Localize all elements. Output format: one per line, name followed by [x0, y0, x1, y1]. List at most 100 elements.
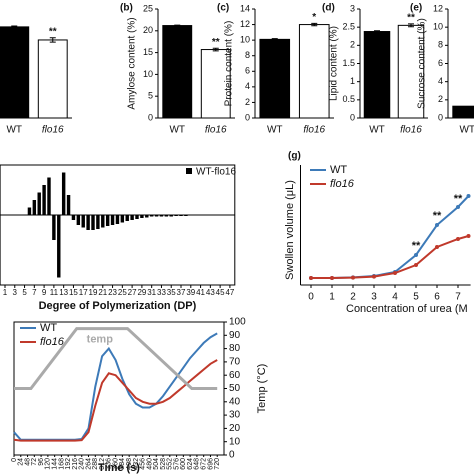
x-tick-label: 27	[128, 288, 137, 297]
x-tick-label: WT	[169, 125, 185, 136]
y-tick-label: 0	[438, 112, 443, 122]
bar	[259, 38, 291, 119]
bar	[61, 172, 66, 215]
x-tick-label: 0	[308, 292, 314, 303]
y-axis-label: Sucrose content (%)	[417, 18, 428, 109]
y-tick-label: 15	[143, 47, 153, 57]
y-tick-label: 25	[143, 3, 153, 13]
significance: **	[412, 240, 421, 252]
x-tick-label: 29	[137, 288, 146, 297]
error-bar	[212, 47, 219, 52]
bar	[96, 215, 100, 229]
x-tick-label: flo16	[303, 125, 325, 136]
x-tick-label: 384	[119, 458, 126, 470]
point	[435, 223, 439, 227]
legend-label: WT-flo16	[196, 167, 236, 178]
bar	[179, 215, 183, 216]
bar	[149, 215, 154, 217]
bar	[193, 215, 198, 216]
bar	[189, 215, 193, 216]
y-axis-label: Swollen volume (μL)	[284, 180, 296, 280]
bar	[169, 215, 173, 217]
y-tick-label: 2	[438, 94, 443, 104]
bar	[81, 215, 85, 228]
legend-swatch	[186, 168, 192, 174]
y-tick-label: 2	[245, 97, 250, 107]
x-tick-label: 144	[51, 458, 58, 470]
x-tick-label: flo16	[42, 125, 64, 136]
y-axis-label: Amylose content (%)	[127, 17, 138, 109]
bar	[101, 215, 105, 228]
y2-tick-label: 30	[229, 410, 241, 421]
x-tick-label: 2	[350, 292, 356, 303]
bar	[110, 215, 115, 225]
y2-tick-label: 0	[229, 450, 235, 461]
x-tick-label: 24	[18, 458, 25, 466]
x-axis-label: Concentration of urea (M	[346, 303, 468, 315]
y2-tick-label: 100	[229, 317, 246, 328]
y2-tick-label: 90	[229, 330, 241, 341]
x-tick-label: 3	[371, 292, 377, 303]
plot-frame	[0, 164, 236, 286]
x-tick-label: flo16	[400, 125, 422, 136]
y-tick-label: 0	[148, 112, 153, 122]
x-tick-label: 21	[98, 288, 107, 297]
x-tick-label: 9	[42, 288, 47, 297]
point	[351, 275, 355, 280]
series-line	[311, 235, 469, 279]
legend-label: flo16	[330, 178, 355, 190]
x-tick-label: 576	[173, 458, 180, 470]
y-tick-label: 0.5	[342, 94, 355, 104]
legend-label: flo16	[40, 336, 65, 348]
y2-tick-label: 70	[229, 357, 241, 368]
y-tick-label: 8	[245, 50, 250, 60]
bar	[164, 215, 169, 217]
y-tick-label: 2.5	[342, 22, 355, 32]
bar	[159, 215, 164, 217]
x-tick-label: 216	[72, 458, 79, 470]
point	[456, 237, 460, 241]
significance: **	[454, 193, 463, 205]
y-tick-label: 12	[433, 3, 443, 13]
y-tick-label: 0	[245, 112, 250, 122]
bar	[52, 215, 56, 240]
x-tick-label: 432	[133, 458, 140, 470]
bar	[57, 215, 61, 278]
bar	[105, 215, 110, 226]
bar	[154, 215, 159, 217]
y-tick-label: 20	[143, 25, 153, 35]
x-tick-label: WT	[6, 125, 22, 136]
x-tick-label: 39	[186, 288, 195, 297]
error-bar	[174, 24, 181, 27]
error-bar	[408, 23, 414, 28]
bar	[27, 207, 32, 215]
point	[372, 274, 376, 279]
bar	[66, 195, 71, 215]
point	[393, 271, 397, 275]
panel-label: (b)	[120, 3, 133, 14]
x-tick-label: WT	[459, 125, 474, 136]
x-tick-label: 5	[22, 288, 27, 297]
x-tick-label: 23	[108, 288, 117, 297]
x-tick-label: 240	[79, 458, 86, 470]
bar	[120, 215, 125, 223]
y-tick-label: 14	[240, 3, 250, 13]
x-tick-label: 168	[58, 458, 65, 470]
x-tick-label: 264	[85, 458, 92, 470]
point	[435, 245, 439, 249]
legend-label: WT	[330, 164, 347, 176]
x-tick-label: 456	[140, 458, 147, 470]
panel-label: (d)	[322, 3, 335, 14]
y-tick-label: 12	[240, 19, 250, 29]
x-tick-label: 1	[3, 288, 8, 297]
bar	[200, 49, 231, 119]
y-axis-label: Lipid content (%)	[329, 26, 340, 101]
x-tick-label: 33	[157, 288, 166, 297]
series-label: temp	[87, 334, 114, 346]
y-axis-label: Protein content (%)	[224, 21, 235, 107]
x-tick-label: 7	[455, 292, 461, 303]
bar	[125, 215, 129, 221]
x-tick-label: 72	[31, 458, 38, 466]
x-tick-label: 37	[177, 288, 186, 297]
point	[466, 194, 471, 198]
